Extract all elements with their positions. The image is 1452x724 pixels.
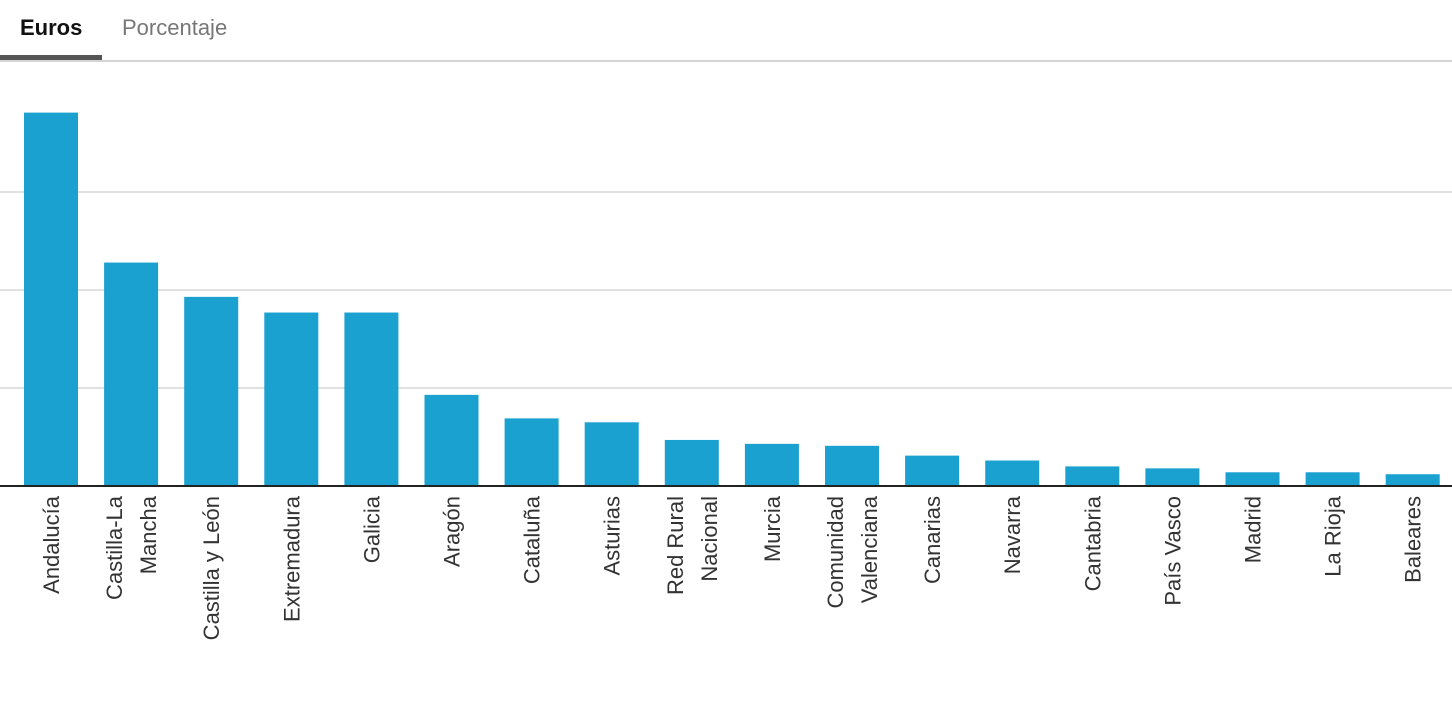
x-tick-label: Comunidad [823, 496, 848, 609]
bar [584, 422, 639, 486]
bar [184, 296, 239, 486]
x-tick-label: Cataluña [520, 495, 545, 584]
bar [104, 262, 159, 486]
bar [24, 112, 78, 486]
bar [1145, 468, 1200, 486]
active-tab-indicator [0, 55, 102, 60]
tab-euros[interactable]: Euros [20, 15, 83, 40]
bar [744, 443, 799, 486]
x-tick-label: Andalucía [39, 495, 64, 594]
x-tick-label: La Rioja [1321, 495, 1346, 576]
x-tick-label: Extremadura [279, 495, 304, 622]
x-tick-label: Mancha [136, 495, 161, 574]
bar [1305, 472, 1360, 486]
bar [905, 455, 960, 486]
tab-bar: Euros Porcentaje [0, 0, 1452, 62]
bar [825, 445, 879, 486]
x-tick-label: Aragón [440, 496, 465, 567]
x-tick-label: Castilla-La [102, 495, 127, 600]
bar [424, 394, 479, 486]
bar [264, 312, 319, 486]
bar [344, 312, 399, 486]
bar [985, 460, 1040, 486]
tab-bar-divider [0, 60, 1452, 62]
x-tick-label: Navarra [1000, 495, 1025, 574]
x-tick-label: Canarias [920, 496, 945, 584]
tab-porcentaje[interactable]: Porcentaje [122, 15, 228, 40]
x-tick-label: Nacional [697, 496, 722, 582]
x-tick-label: Galicia [359, 495, 384, 563]
x-tick-label: Madrid [1241, 496, 1266, 563]
bar-chart: Andalucía Castilla-La Mancha Castilla y Leó… [0, 112, 1452, 640]
bar [1225, 472, 1280, 486]
x-tick-label: País Vasco [1160, 496, 1185, 606]
bar [504, 418, 559, 486]
bar [664, 439, 719, 486]
x-tick-label: Baleares [1401, 496, 1426, 583]
bar [1385, 474, 1440, 486]
x-tick-label: Cantabria [1080, 495, 1105, 591]
x-tick-label: Murcia [760, 495, 785, 562]
bar [1065, 466, 1120, 486]
x-tick-label: Castilla y León [199, 496, 224, 640]
x-tick-label: Red Rural [663, 496, 688, 595]
x-tick-label: Valenciana [857, 495, 882, 603]
x-tick-label: Asturias [600, 496, 625, 575]
